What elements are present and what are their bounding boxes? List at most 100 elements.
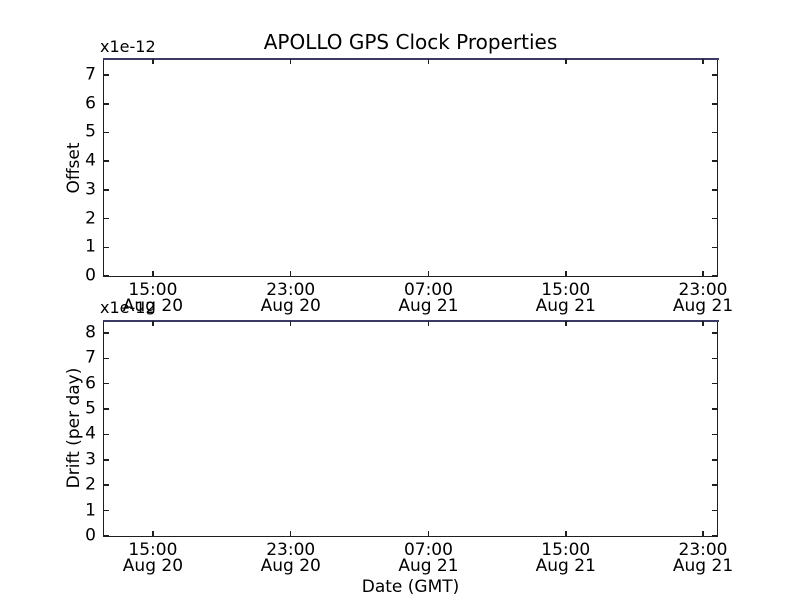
tick-mark [104, 246, 109, 249]
x-tick-label-line: Aug 20 [260, 296, 321, 316]
tick-mark [104, 459, 109, 461]
tick-mark [104, 484, 109, 486]
y-tick-label: 0 [85, 525, 96, 546]
y-tick-label: 2 [85, 474, 96, 495]
tick-mark [712, 160, 717, 162]
tick-mark [104, 509, 109, 512]
x-tick-label-line: 07:00 [403, 540, 453, 560]
tick-mark [104, 408, 109, 410]
y-tick-label: 5 [85, 398, 96, 419]
x-tick-label-line: Aug 20 [260, 556, 321, 576]
y-axis-multiplier-offset: x1e-12 [100, 37, 156, 56]
x-tick-label-line: 23:00 [266, 280, 316, 300]
tick-mark [104, 357, 109, 360]
tick-mark [152, 321, 154, 326]
tick-mark [104, 332, 109, 334]
x-tick-label: 23:00 Aug 21 [672, 280, 734, 316]
x-tick-label: 07:00 Aug 21 [398, 280, 459, 316]
x-tick-label-line: 15:00 [128, 280, 178, 300]
y-tick-label: 4 [85, 150, 96, 171]
plot-area-offset: 0 1 2 3 4 5 6 7 15:00 Aug 20 23:00 Aug 20 07:00 Aug 2… [85, 57, 733, 315]
x-tick-label: 15:00 Aug 20 [122, 280, 184, 316]
tick-mark [104, 160, 109, 162]
y-tick-label: 3 [85, 449, 96, 470]
tick-mark [565, 531, 567, 536]
y-tick-label: 6 [85, 93, 96, 114]
tick-mark [702, 321, 704, 326]
tick-mark [104, 189, 109, 191]
x-tick-label-line: Aug 20 [122, 296, 184, 316]
tick-mark [289, 531, 292, 536]
plot-area-drift: 0 1 2 3 4 5 6 7 8 15:00 Aug 20 23:00 Aug 20 07:00 Aug … [85, 319, 733, 575]
y-tick-label: 7 [85, 347, 96, 368]
chart-title: APOLLO GPS Clock Properties [263, 30, 558, 54]
y-tick-label: 1 [85, 236, 96, 257]
x-tick-label-line: 23:00 [678, 280, 728, 300]
tick-mark [712, 189, 717, 191]
tick-mark [712, 357, 717, 360]
tick-mark [565, 59, 567, 64]
x-tick-label: 23:00 Aug 20 [260, 540, 321, 576]
tick-mark [712, 459, 717, 461]
x-tick-label-line: 07:00 [403, 280, 453, 300]
tick-mark [712, 246, 717, 249]
x-tick-label: 15:00 Aug 21 [535, 540, 596, 576]
tick-mark [712, 217, 717, 220]
y-tick-label: 0 [85, 265, 96, 286]
y-tick-label: 2 [85, 208, 96, 229]
tick-mark [712, 74, 717, 76]
tick-mark [712, 275, 717, 277]
tick-mark [712, 332, 717, 334]
y-axis-label-offset: Offset [64, 142, 84, 194]
y-tick-label: 8 [85, 322, 96, 343]
x-tick-label-line: Aug 21 [535, 556, 596, 576]
x-tick-label-line: 15:00 [541, 540, 591, 560]
y-tick-label: 3 [85, 179, 96, 200]
top-spine [102, 319, 719, 322]
tick-mark [702, 271, 704, 276]
tick-mark [565, 321, 567, 326]
y-tick-label: 6 [85, 373, 96, 394]
tick-mark [152, 531, 154, 536]
tick-mark [104, 382, 109, 385]
tick-mark [427, 59, 430, 64]
x-tick-label-line: Aug 21 [398, 556, 459, 576]
tick-mark [104, 131, 109, 134]
top-spine [102, 57, 719, 60]
x-tick-label-line: 23:00 [678, 540, 728, 560]
x-tick-label: 23:00 Aug 21 [673, 540, 733, 575]
tick-mark [712, 408, 717, 410]
x-tick-label-line: 23:00 [266, 540, 316, 560]
tick-mark [104, 433, 109, 436]
x-tick-label-line: Aug 21 [672, 296, 734, 316]
tick-mark [712, 535, 717, 537]
y-tick-label: 7 [85, 64, 96, 85]
tick-mark [712, 509, 717, 512]
tick-mark [712, 484, 717, 486]
x-tick-label-line: 15:00 [541, 280, 591, 300]
tick-mark [152, 271, 154, 276]
tick-mark [712, 382, 717, 385]
tick-mark [565, 271, 567, 276]
y-tick-label: 4 [85, 423, 96, 444]
tick-mark [104, 275, 109, 277]
tick-mark [104, 535, 109, 537]
tick-mark [152, 59, 154, 64]
x-tick-label-line: Aug 21 [535, 296, 596, 316]
tick-mark [712, 131, 717, 134]
tick-mark [289, 321, 292, 326]
x-tick-label: 15:00 Aug 21 [535, 280, 596, 316]
tick-mark [427, 531, 430, 536]
x-tick-label-line: Aug 21 [398, 296, 459, 316]
y-tick-label: 5 [85, 121, 96, 142]
x-tick-label: 07:00 Aug 21 [398, 540, 459, 576]
x-tick-label: 23:00 Aug 20 [260, 280, 321, 316]
x-tick-label: 15:00 Aug 20 [123, 542, 183, 575]
x-axis-label: Date (GMT) [361, 577, 460, 597]
tick-mark [289, 271, 292, 276]
y-axis-multiplier-drift: x1e-12 [100, 298, 156, 317]
tick-mark [702, 59, 704, 64]
y-tick-label: 1 [85, 500, 96, 521]
tick-mark [289, 59, 292, 64]
tick-mark [104, 217, 109, 220]
